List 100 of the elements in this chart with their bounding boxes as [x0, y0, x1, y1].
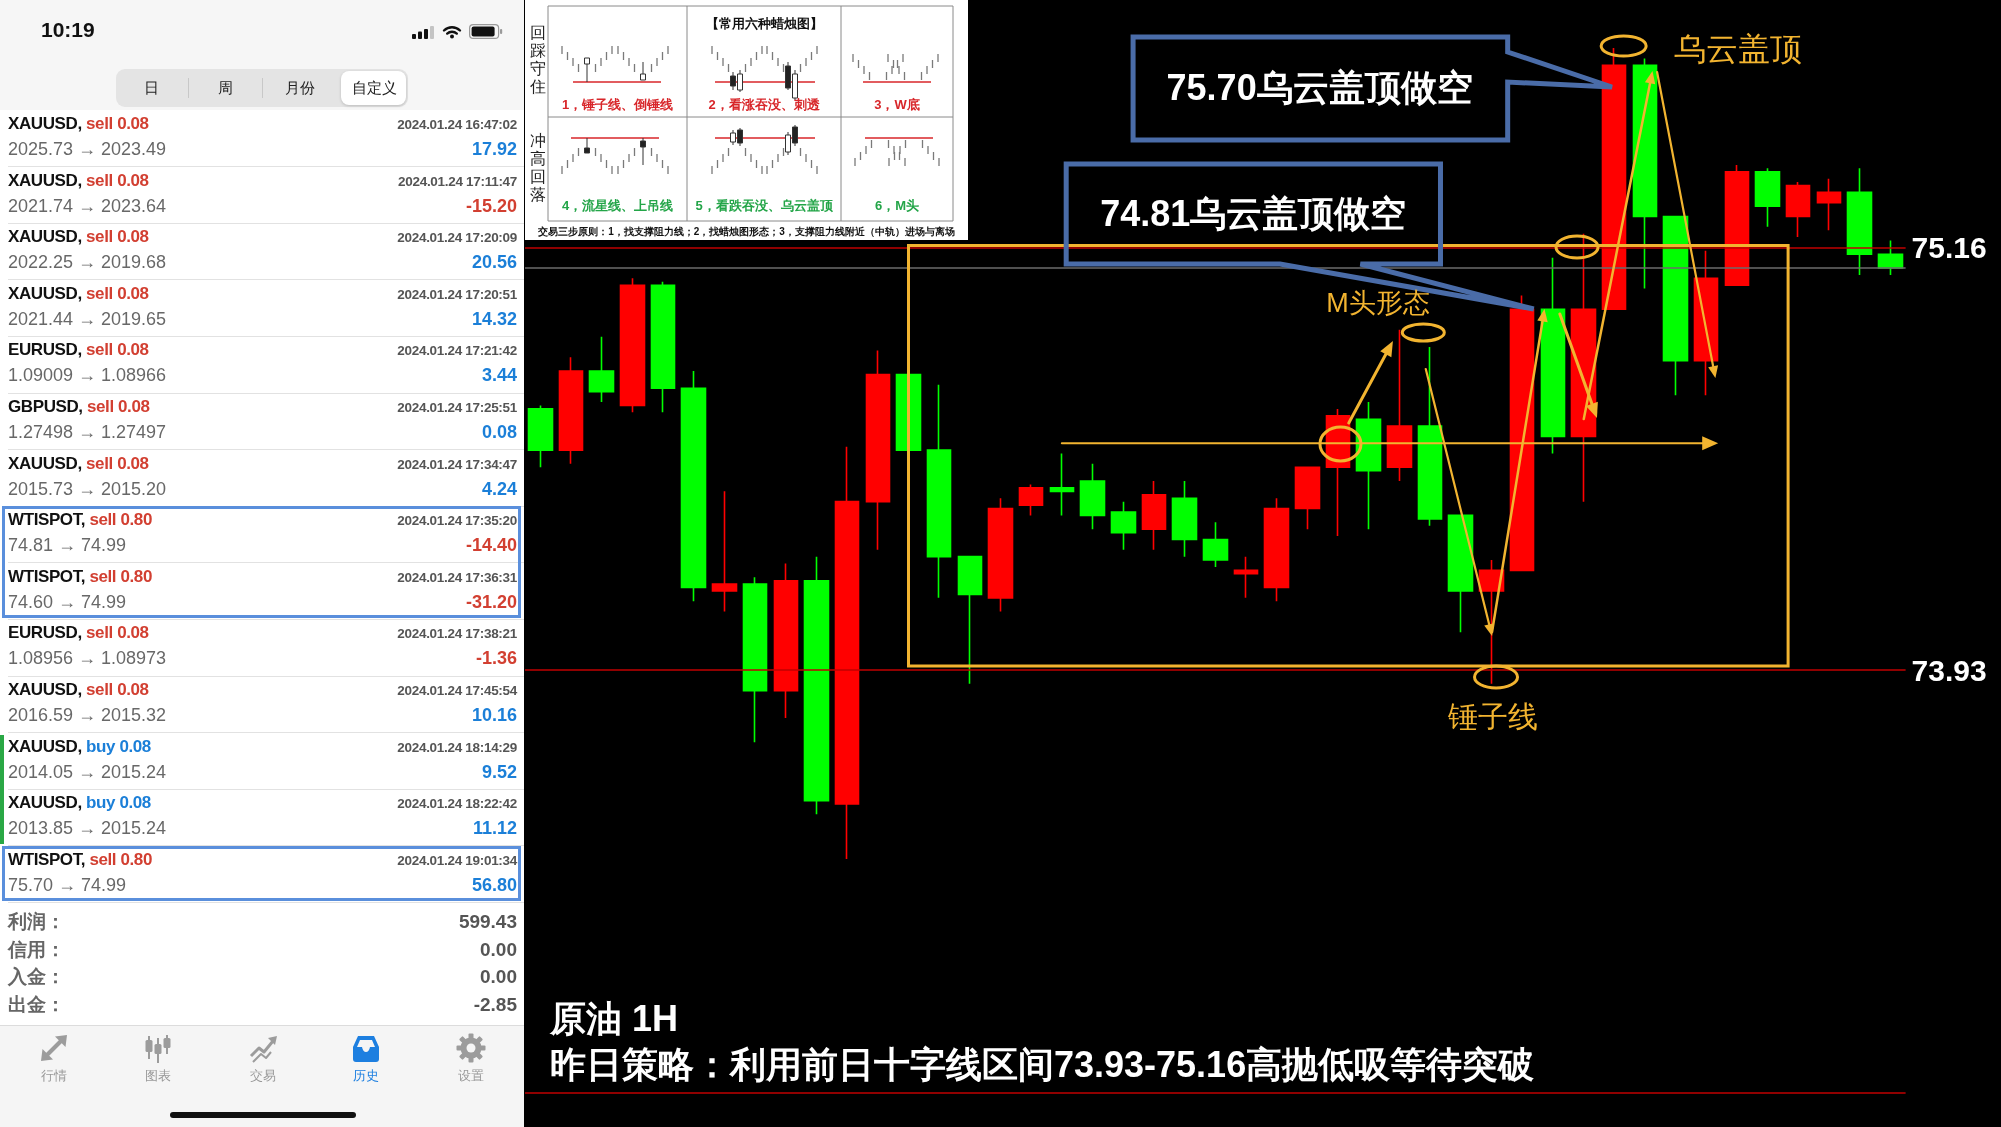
text: sell 0.08: [86, 397, 150, 416]
candlestick: [1693, 250, 1719, 396]
annotation: 冲高回落: [530, 132, 546, 204]
text: WTISPOT,: [8, 849, 86, 869]
candlestick: [527, 404, 554, 469]
annotation: 5，看跌吞没、乌云盖顶: [695, 198, 833, 214]
text: 设置: [458, 1069, 484, 1084]
candlestick: [558, 356, 584, 465]
text: -31.20: [465, 590, 517, 613]
text: 2024.01.24 18:22:42: [397, 795, 517, 813]
text: 2024.01.24 17:20:09: [397, 229, 517, 247]
text: 2025.73 → 2023.49: [8, 138, 167, 160]
text: 17.92: [471, 138, 517, 160]
candlestick: [619, 277, 646, 414]
text: 2024.01.24 18:14:29: [397, 738, 517, 756]
text: 9.52: [481, 760, 517, 783]
text: 599.43: [458, 910, 517, 934]
candlestick: [1294, 466, 1321, 530]
candlestick: [803, 555, 830, 816]
text: GBPUSD,: [8, 397, 83, 416]
candlestick: [1110, 500, 1137, 551]
candlestick: [1263, 497, 1290, 603]
annotation: 2，看涨吞没、刺透: [708, 97, 820, 113]
candlestick: [1447, 514, 1474, 634]
candlestick: [834, 445, 860, 860]
text: 14.32: [471, 307, 517, 330]
text: -1.36: [475, 647, 517, 670]
text: 2024.01.24 17:20:51: [397, 285, 517, 303]
annotation: 锤子线: [1447, 699, 1538, 735]
text: 74.81 → 74.99: [8, 534, 127, 557]
annotation: M头形态: [1326, 286, 1430, 320]
y-tick-label: 73.93: [1911, 653, 1987, 687]
text: WTISPOT,: [8, 566, 86, 586]
text: sell 0.80: [89, 566, 152, 586]
candlestick: [1877, 239, 1904, 276]
text: sell 0.08: [86, 453, 149, 473]
text: 2024.01.24 17:35:20: [397, 512, 517, 530]
text: sell 0.08: [86, 623, 149, 643]
text: 昨日策略：利用前日十字线区间73.93-75.16高抛低吸等待突破: [550, 1043, 1535, 1085]
text: 74.60 → 74.99: [8, 590, 127, 613]
text: EURUSD,: [8, 340, 82, 360]
annotation: 74.81乌云盖顶做空: [1100, 192, 1407, 236]
text: 2024.01.24 17:21:42: [397, 342, 517, 360]
candlestick: [987, 497, 1014, 613]
text: 2024.01.24 17:36:31: [397, 568, 517, 586]
text: buy 0.08: [86, 736, 151, 756]
text: 2024.01.24 16:47:02: [397, 116, 517, 133]
text: 2014.05 → 2015.24: [8, 760, 167, 783]
y-tick-label: 75.16: [1911, 230, 1987, 264]
text: 原油 1H: [549, 997, 679, 1039]
candlestick: [588, 335, 615, 403]
text: sell 0.80: [89, 849, 152, 869]
candlestick: [1632, 57, 1658, 290]
text: 4.24: [481, 477, 517, 500]
candlestick: [1724, 164, 1750, 286]
text: sell 0.08: [86, 170, 149, 190]
candlestick: [926, 384, 952, 599]
candlestick: [1601, 47, 1627, 311]
candlestick: [1202, 521, 1229, 568]
text: XAUUSD,: [8, 283, 82, 303]
candlestick: [957, 555, 983, 685]
text: 10:19: [41, 18, 95, 42]
text: 2024.01.24 17:38:21: [397, 625, 517, 643]
candlestick: [1417, 346, 1443, 527]
text: sell 0.08: [86, 114, 149, 133]
text: XAUUSD,: [8, 453, 82, 473]
text: 2024.01.24 17:45:54: [397, 682, 517, 699]
text: sell 0.08: [86, 283, 149, 303]
candlestick: [1846, 167, 1873, 276]
text: 日: [143, 78, 159, 98]
annotation: 【常用六种蜡烛图】: [705, 16, 823, 32]
text: 0.00: [480, 965, 517, 989]
text: 2016.59 → 2015.32: [8, 704, 167, 726]
text: 交易: [250, 1069, 276, 1084]
candlestick: [1662, 215, 1689, 396]
text: 1.27498 → 1.27497: [8, 421, 167, 443]
text: -14.40: [465, 534, 517, 557]
text: 行情: [41, 1069, 67, 1084]
text: 图表: [145, 1069, 171, 1084]
text: 0.00: [480, 937, 517, 961]
text: 10.16: [471, 704, 517, 726]
annotation: 3，W底: [874, 97, 920, 113]
text: 出金：: [8, 992, 65, 1016]
candlestick: [1141, 480, 1167, 551]
text: XAUUSD,: [8, 736, 82, 756]
annotation: 交易三步原则：1，找支撑阻力线；2，找蜡烛图形态；3，支撑阻力线附近（中轨）进场与离场: [538, 226, 955, 238]
candlestick: [1509, 294, 1535, 572]
text: -15.20: [465, 194, 517, 217]
candlestick: [1171, 480, 1198, 558]
candlestick: [1079, 463, 1106, 530]
text: XAUUSD,: [8, 114, 82, 133]
text: 历史: [353, 1069, 379, 1084]
text: 0.08: [481, 421, 517, 443]
candlestick: [1785, 181, 1811, 238]
text: XAUUSD,: [8, 680, 82, 699]
text: -2.85: [473, 992, 517, 1016]
text: 75.70 → 74.99: [8, 873, 127, 896]
text: 3.44: [481, 364, 517, 387]
candlestick: [742, 576, 768, 743]
candlestick: [1018, 483, 1044, 517]
